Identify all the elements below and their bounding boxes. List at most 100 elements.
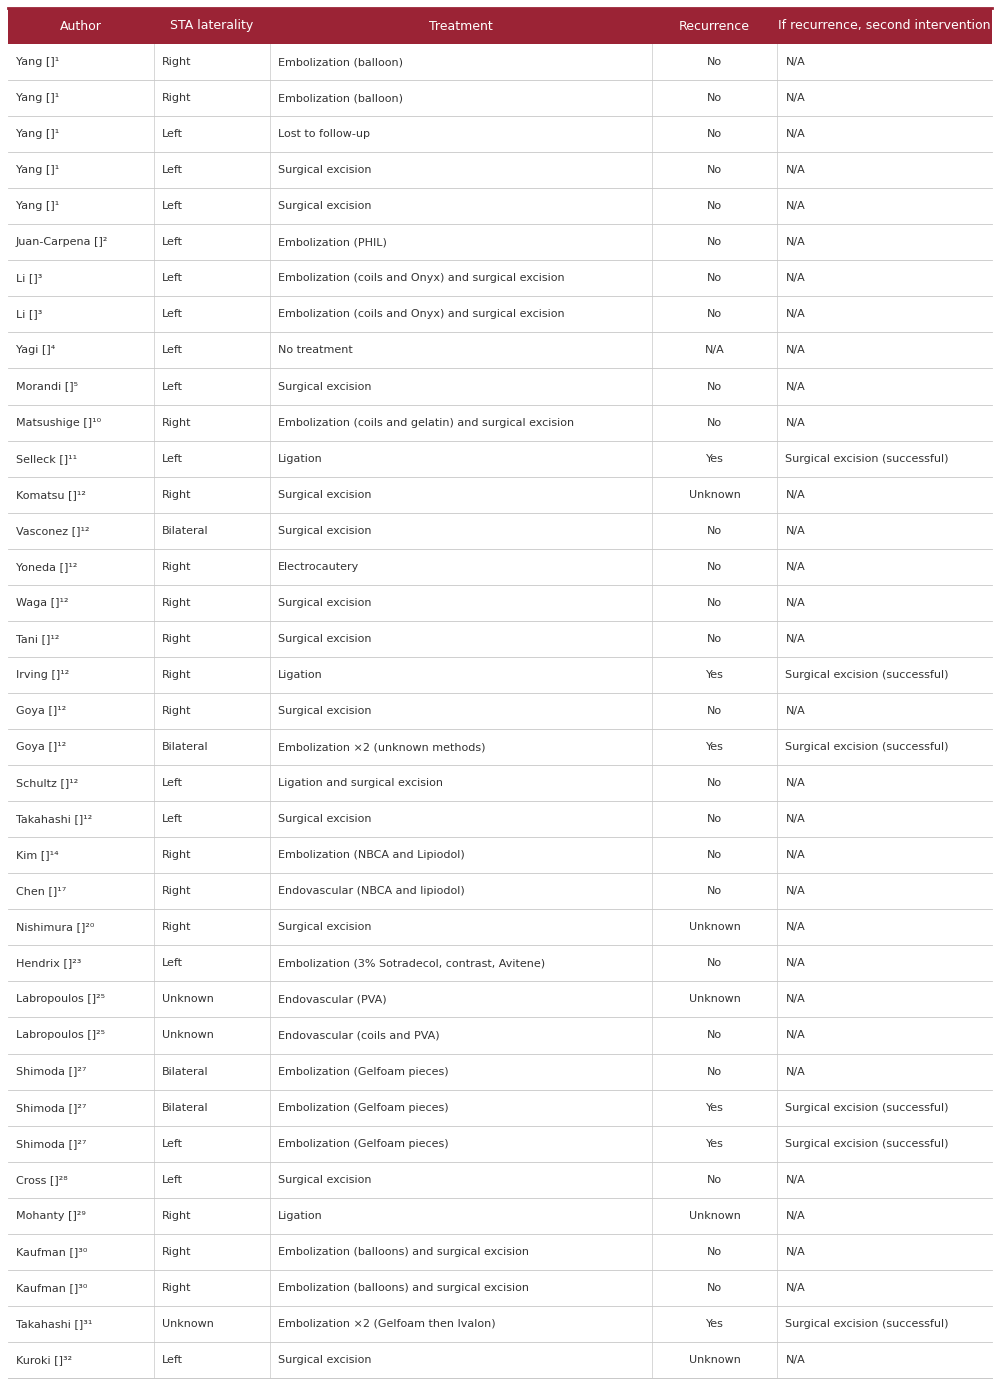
Text: Surgical excision (successful): Surgical excision (successful) — [785, 1139, 949, 1149]
Text: Morandi []⁵: Morandi []⁵ — [16, 381, 78, 391]
Text: Chen []¹⁷: Chen []¹⁷ — [16, 886, 66, 897]
Text: No: No — [707, 93, 722, 103]
Text: Endovascular (NBCA and lipiodol): Endovascular (NBCA and lipiodol) — [278, 886, 464, 897]
Text: N/A: N/A — [785, 958, 805, 969]
Text: N/A: N/A — [705, 345, 724, 355]
Text: N/A: N/A — [785, 57, 805, 67]
Text: Left: Left — [162, 778, 183, 789]
Text: No: No — [707, 597, 722, 608]
Text: Embolization ×2 (Gelfoam then Ivalon): Embolization ×2 (Gelfoam then Ivalon) — [278, 1319, 495, 1329]
Text: Embolization (balloons) and surgical excision: Embolization (balloons) and surgical exc… — [278, 1283, 529, 1293]
Text: Ligation and surgical excision: Ligation and surgical excision — [278, 778, 443, 789]
Text: Bilateral: Bilateral — [162, 525, 208, 536]
Text: N/A: N/A — [785, 273, 805, 283]
Text: N/A: N/A — [785, 237, 805, 247]
Text: N/A: N/A — [785, 850, 805, 861]
Text: No: No — [707, 705, 722, 717]
Text: Li []³: Li []³ — [16, 309, 42, 319]
Text: Bilateral: Bilateral — [162, 742, 208, 753]
Text: Surgical excision: Surgical excision — [278, 525, 371, 536]
Text: Hendrix []²³: Hendrix []²³ — [16, 958, 81, 969]
Text: Shimoda []²⁷: Shimoda []²⁷ — [16, 1103, 86, 1113]
Text: Right: Right — [162, 669, 191, 681]
Text: Yes: Yes — [706, 1139, 723, 1149]
Text: No: No — [707, 129, 722, 139]
Text: N/A: N/A — [785, 417, 805, 427]
Text: Right: Right — [162, 1247, 191, 1257]
Text: No: No — [707, 381, 722, 391]
Text: Li []³: Li []³ — [16, 273, 42, 283]
Text: N/A: N/A — [785, 129, 805, 139]
Text: Goya []¹²: Goya []¹² — [16, 705, 66, 717]
Text: Left: Left — [162, 273, 183, 283]
Text: N/A: N/A — [785, 705, 805, 717]
Text: Unknown: Unknown — [162, 1030, 214, 1041]
Text: Right: Right — [162, 489, 191, 500]
Text: Right: Right — [162, 57, 191, 67]
Text: Recurrence: Recurrence — [679, 19, 750, 32]
Text: Labropoulos []²⁵: Labropoulos []²⁵ — [16, 994, 105, 1005]
Text: Irving []¹²: Irving []¹² — [16, 669, 69, 681]
Text: No: No — [707, 1030, 722, 1041]
Text: N/A: N/A — [785, 1247, 805, 1257]
Text: N/A: N/A — [785, 1067, 805, 1077]
Bar — [8, 8, 992, 44]
Text: Ligation: Ligation — [278, 453, 322, 464]
Text: Unknown: Unknown — [162, 1319, 214, 1329]
Text: No: No — [707, 633, 722, 644]
Text: Embolization (NBCA and Lipiodol): Embolization (NBCA and Lipiodol) — [278, 850, 464, 861]
Text: No: No — [707, 1283, 722, 1293]
Text: Cross []²⁸: Cross []²⁸ — [16, 1175, 68, 1185]
Text: No: No — [707, 309, 722, 319]
Text: Schultz []¹²: Schultz []¹² — [16, 778, 78, 789]
Text: Takahashi []¹²: Takahashi []¹² — [16, 814, 92, 825]
Text: Ligation: Ligation — [278, 1211, 322, 1221]
Text: Right: Right — [162, 886, 191, 897]
Text: Surgical excision (successful): Surgical excision (successful) — [785, 669, 949, 681]
Text: Left: Left — [162, 345, 183, 355]
Text: Embolization (Gelfoam pieces): Embolization (Gelfoam pieces) — [278, 1103, 448, 1113]
Text: Yoneda []¹²: Yoneda []¹² — [16, 561, 77, 572]
Text: Unknown: Unknown — [689, 1356, 740, 1365]
Text: Yes: Yes — [706, 1103, 723, 1113]
Text: No: No — [707, 1175, 722, 1185]
Text: N/A: N/A — [785, 561, 805, 572]
Text: Embolization (coils and Onyx) and surgical excision: Embolization (coils and Onyx) and surgic… — [278, 309, 564, 319]
Text: Shimoda []²⁷: Shimoda []²⁷ — [16, 1067, 86, 1077]
Text: Bilateral: Bilateral — [162, 1103, 208, 1113]
Text: No: No — [707, 1247, 722, 1257]
Text: Left: Left — [162, 453, 183, 464]
Text: Embolization (Gelfoam pieces): Embolization (Gelfoam pieces) — [278, 1139, 448, 1149]
Text: N/A: N/A — [785, 93, 805, 103]
Text: Right: Right — [162, 561, 191, 572]
Text: Left: Left — [162, 237, 183, 247]
Text: Yang []¹: Yang []¹ — [16, 165, 59, 175]
Text: No: No — [707, 850, 722, 861]
Text: Mohanty []²⁹: Mohanty []²⁹ — [16, 1211, 86, 1221]
Text: Embolization (balloon): Embolization (balloon) — [278, 93, 403, 103]
Text: No: No — [707, 778, 722, 789]
Text: Endovascular (coils and PVA): Endovascular (coils and PVA) — [278, 1030, 439, 1041]
Text: Yang []¹: Yang []¹ — [16, 129, 59, 139]
Text: Surgical excision: Surgical excision — [278, 489, 371, 500]
Text: Nishimura []²⁰: Nishimura []²⁰ — [16, 922, 94, 933]
Text: Surgical excision: Surgical excision — [278, 597, 371, 608]
Text: Treatment: Treatment — [429, 19, 493, 32]
Text: Surgical excision (successful): Surgical excision (successful) — [785, 1103, 949, 1113]
Text: Surgical excision: Surgical excision — [278, 165, 371, 175]
Text: Kim []¹⁴: Kim []¹⁴ — [16, 850, 59, 861]
Text: N/A: N/A — [785, 994, 805, 1005]
Text: No: No — [707, 525, 722, 536]
Text: Ligation: Ligation — [278, 669, 322, 681]
Text: Surgical excision: Surgical excision — [278, 922, 371, 933]
Text: Bilateral: Bilateral — [162, 1067, 208, 1077]
Text: Komatsu []¹²: Komatsu []¹² — [16, 489, 86, 500]
Text: N/A: N/A — [785, 1211, 805, 1221]
Text: Embolization (PHIL): Embolization (PHIL) — [278, 237, 387, 247]
Text: N/A: N/A — [785, 814, 805, 825]
Text: Surgical excision: Surgical excision — [278, 381, 371, 391]
Text: Right: Right — [162, 1283, 191, 1293]
Text: Surgical excision (successful): Surgical excision (successful) — [785, 1319, 949, 1329]
Text: N/A: N/A — [785, 309, 805, 319]
Text: Surgical excision: Surgical excision — [278, 201, 371, 211]
